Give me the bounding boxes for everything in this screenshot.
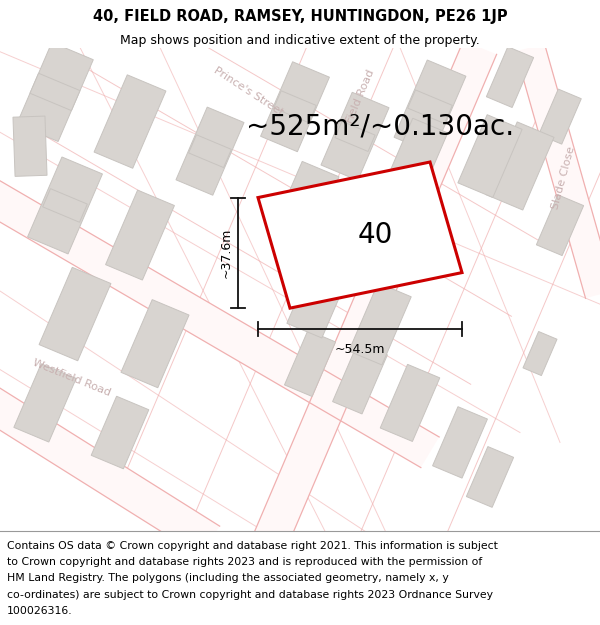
Text: ~54.5m: ~54.5m (335, 342, 385, 356)
Polygon shape (39, 268, 111, 361)
Polygon shape (433, 407, 487, 478)
Polygon shape (284, 331, 335, 396)
Text: Contains OS data © Crown copyright and database right 2021. This information is : Contains OS data © Crown copyright and d… (7, 541, 498, 551)
Polygon shape (260, 62, 329, 152)
Polygon shape (349, 283, 411, 365)
Polygon shape (14, 364, 76, 442)
Polygon shape (287, 251, 353, 338)
Text: 40, FIELD ROAD, RAMSEY, HUNTINGDON, PE26 1JP: 40, FIELD ROAD, RAMSEY, HUNTINGDON, PE26… (92, 9, 508, 24)
Text: Prince's Street: Prince's Street (211, 66, 284, 118)
Text: 100026316.: 100026316. (7, 606, 73, 616)
Text: 40: 40 (358, 221, 392, 249)
Text: Westfield Road: Westfield Road (32, 358, 112, 398)
Polygon shape (458, 115, 522, 198)
Text: ~37.6m: ~37.6m (220, 228, 233, 278)
Text: HM Land Registry. The polygons (including the associated geometry, namely x, y: HM Land Registry. The polygons (includin… (7, 574, 449, 584)
Polygon shape (43, 189, 88, 222)
Polygon shape (271, 161, 339, 249)
Polygon shape (487, 47, 533, 108)
Polygon shape (394, 60, 466, 154)
Polygon shape (536, 195, 584, 256)
Text: to Crown copyright and database rights 2023 and is reproduced with the permissio: to Crown copyright and database rights 2… (7, 557, 482, 567)
Polygon shape (382, 118, 448, 204)
Polygon shape (466, 446, 514, 508)
Polygon shape (515, 44, 600, 298)
Polygon shape (91, 396, 149, 469)
Text: ~525m²/~0.130ac.: ~525m²/~0.130ac. (246, 112, 514, 141)
Polygon shape (539, 89, 581, 144)
Polygon shape (176, 107, 244, 195)
Text: co-ordinates) are subject to Crown copyright and database rights 2023 Ordnance S: co-ordinates) are subject to Crown copyr… (7, 590, 493, 600)
Polygon shape (17, 42, 93, 141)
Polygon shape (0, 180, 439, 468)
Text: Map shows position and indicative extent of the property.: Map shows position and indicative extent… (120, 34, 480, 48)
Polygon shape (258, 162, 462, 308)
Polygon shape (523, 331, 557, 376)
Polygon shape (321, 92, 389, 181)
Polygon shape (121, 299, 189, 388)
Polygon shape (333, 194, 397, 276)
Polygon shape (106, 190, 175, 280)
Polygon shape (335, 121, 375, 151)
Polygon shape (13, 116, 47, 176)
Polygon shape (30, 73, 80, 111)
Polygon shape (274, 91, 316, 123)
Polygon shape (332, 342, 388, 414)
Polygon shape (407, 90, 452, 124)
Polygon shape (486, 122, 554, 210)
Polygon shape (0, 388, 220, 556)
Polygon shape (188, 135, 232, 168)
Polygon shape (380, 364, 440, 441)
Polygon shape (94, 75, 166, 168)
Polygon shape (253, 41, 497, 548)
Polygon shape (28, 157, 103, 254)
Text: Field Road: Field Road (344, 69, 376, 125)
Text: Slade Close: Slade Close (550, 145, 576, 211)
